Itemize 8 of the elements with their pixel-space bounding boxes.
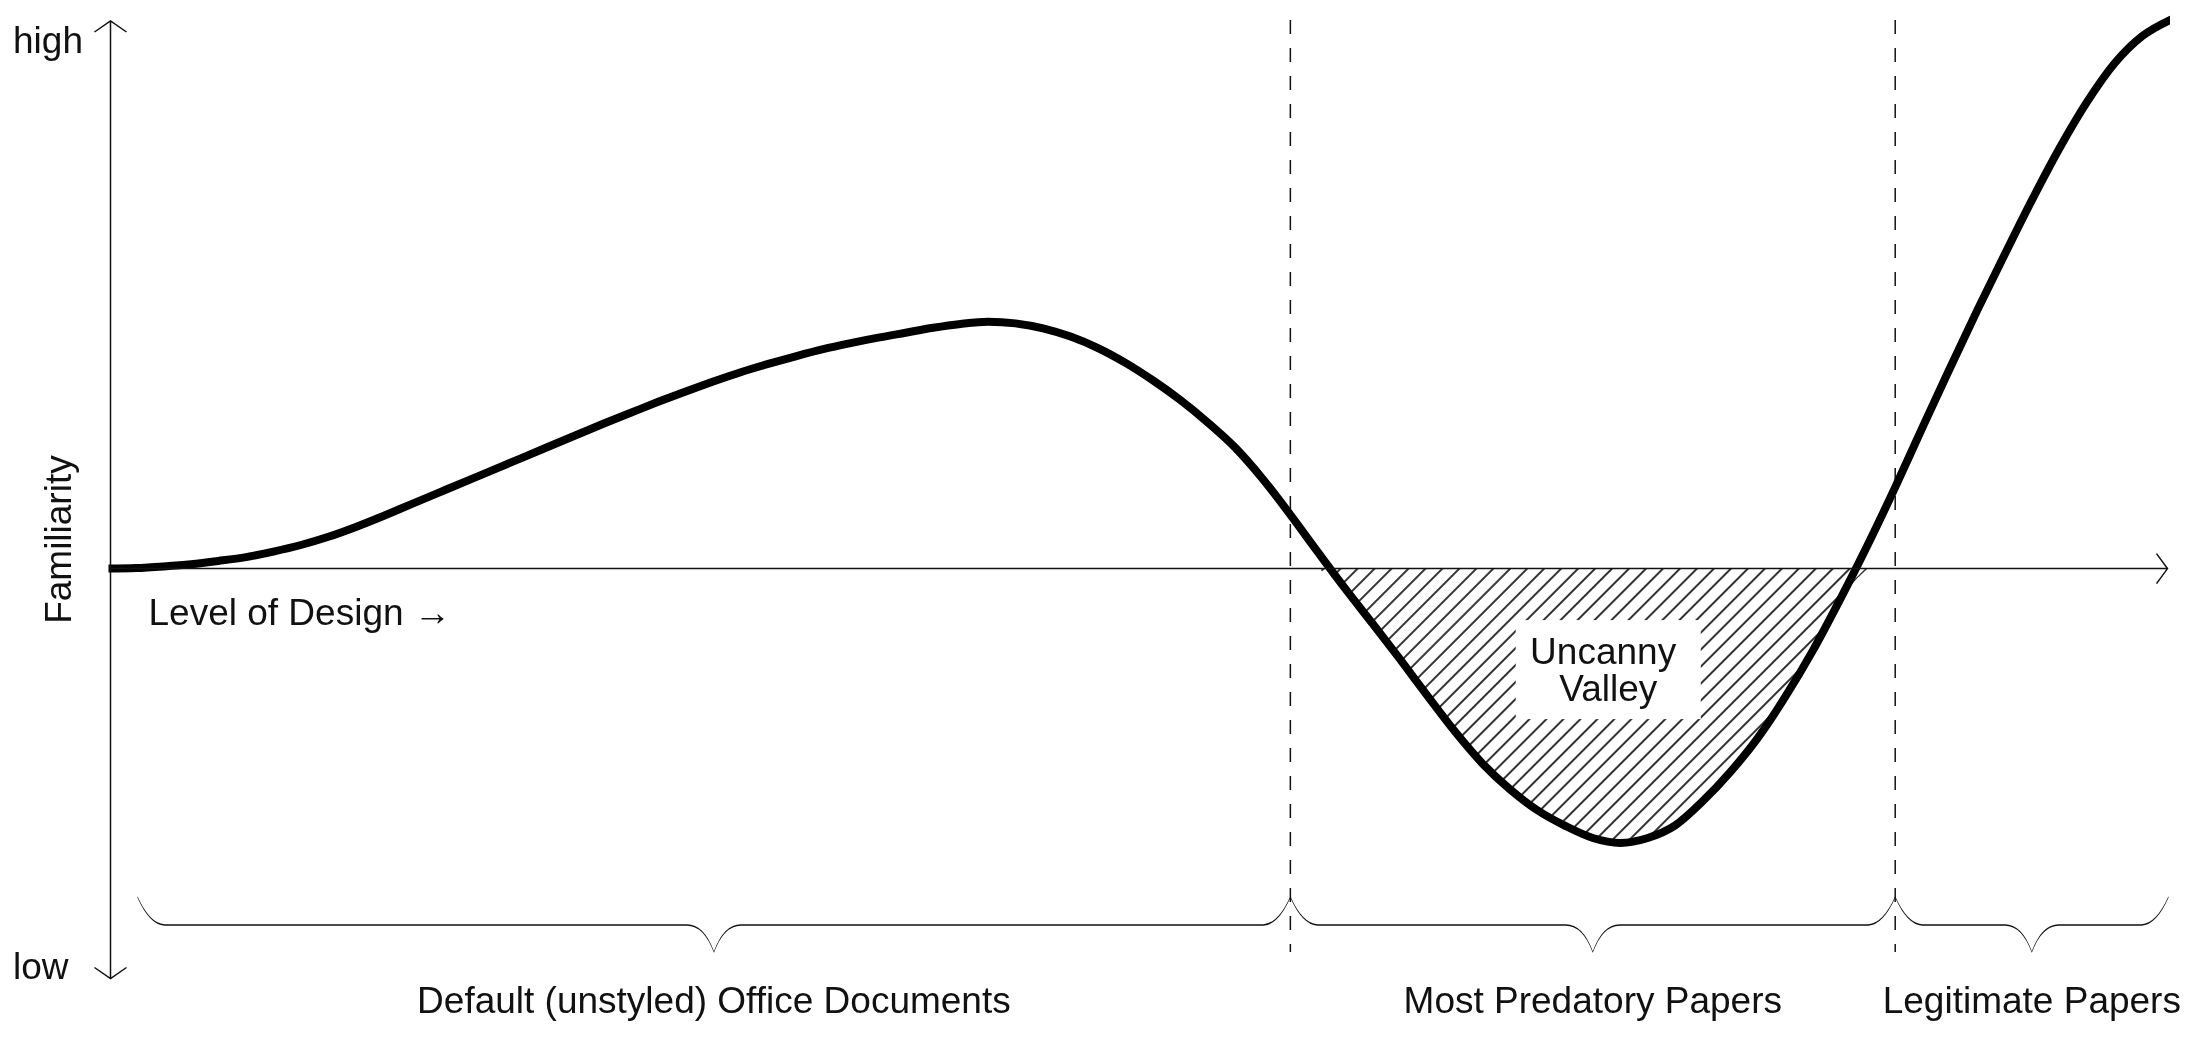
y-axis-title: Familiarity [38, 454, 79, 624]
x-axis-title: Level of Design → [148, 591, 451, 633]
text: Legitimate Papers [1882, 980, 2181, 1021]
text: Default (unstyled) Office Documents [417, 980, 1011, 1021]
text: Most Predatory Papers [1403, 980, 1782, 1021]
text: high [13, 20, 83, 61]
text: low [13, 945, 69, 987]
series-label: Uncanny Valley [1530, 631, 1687, 710]
